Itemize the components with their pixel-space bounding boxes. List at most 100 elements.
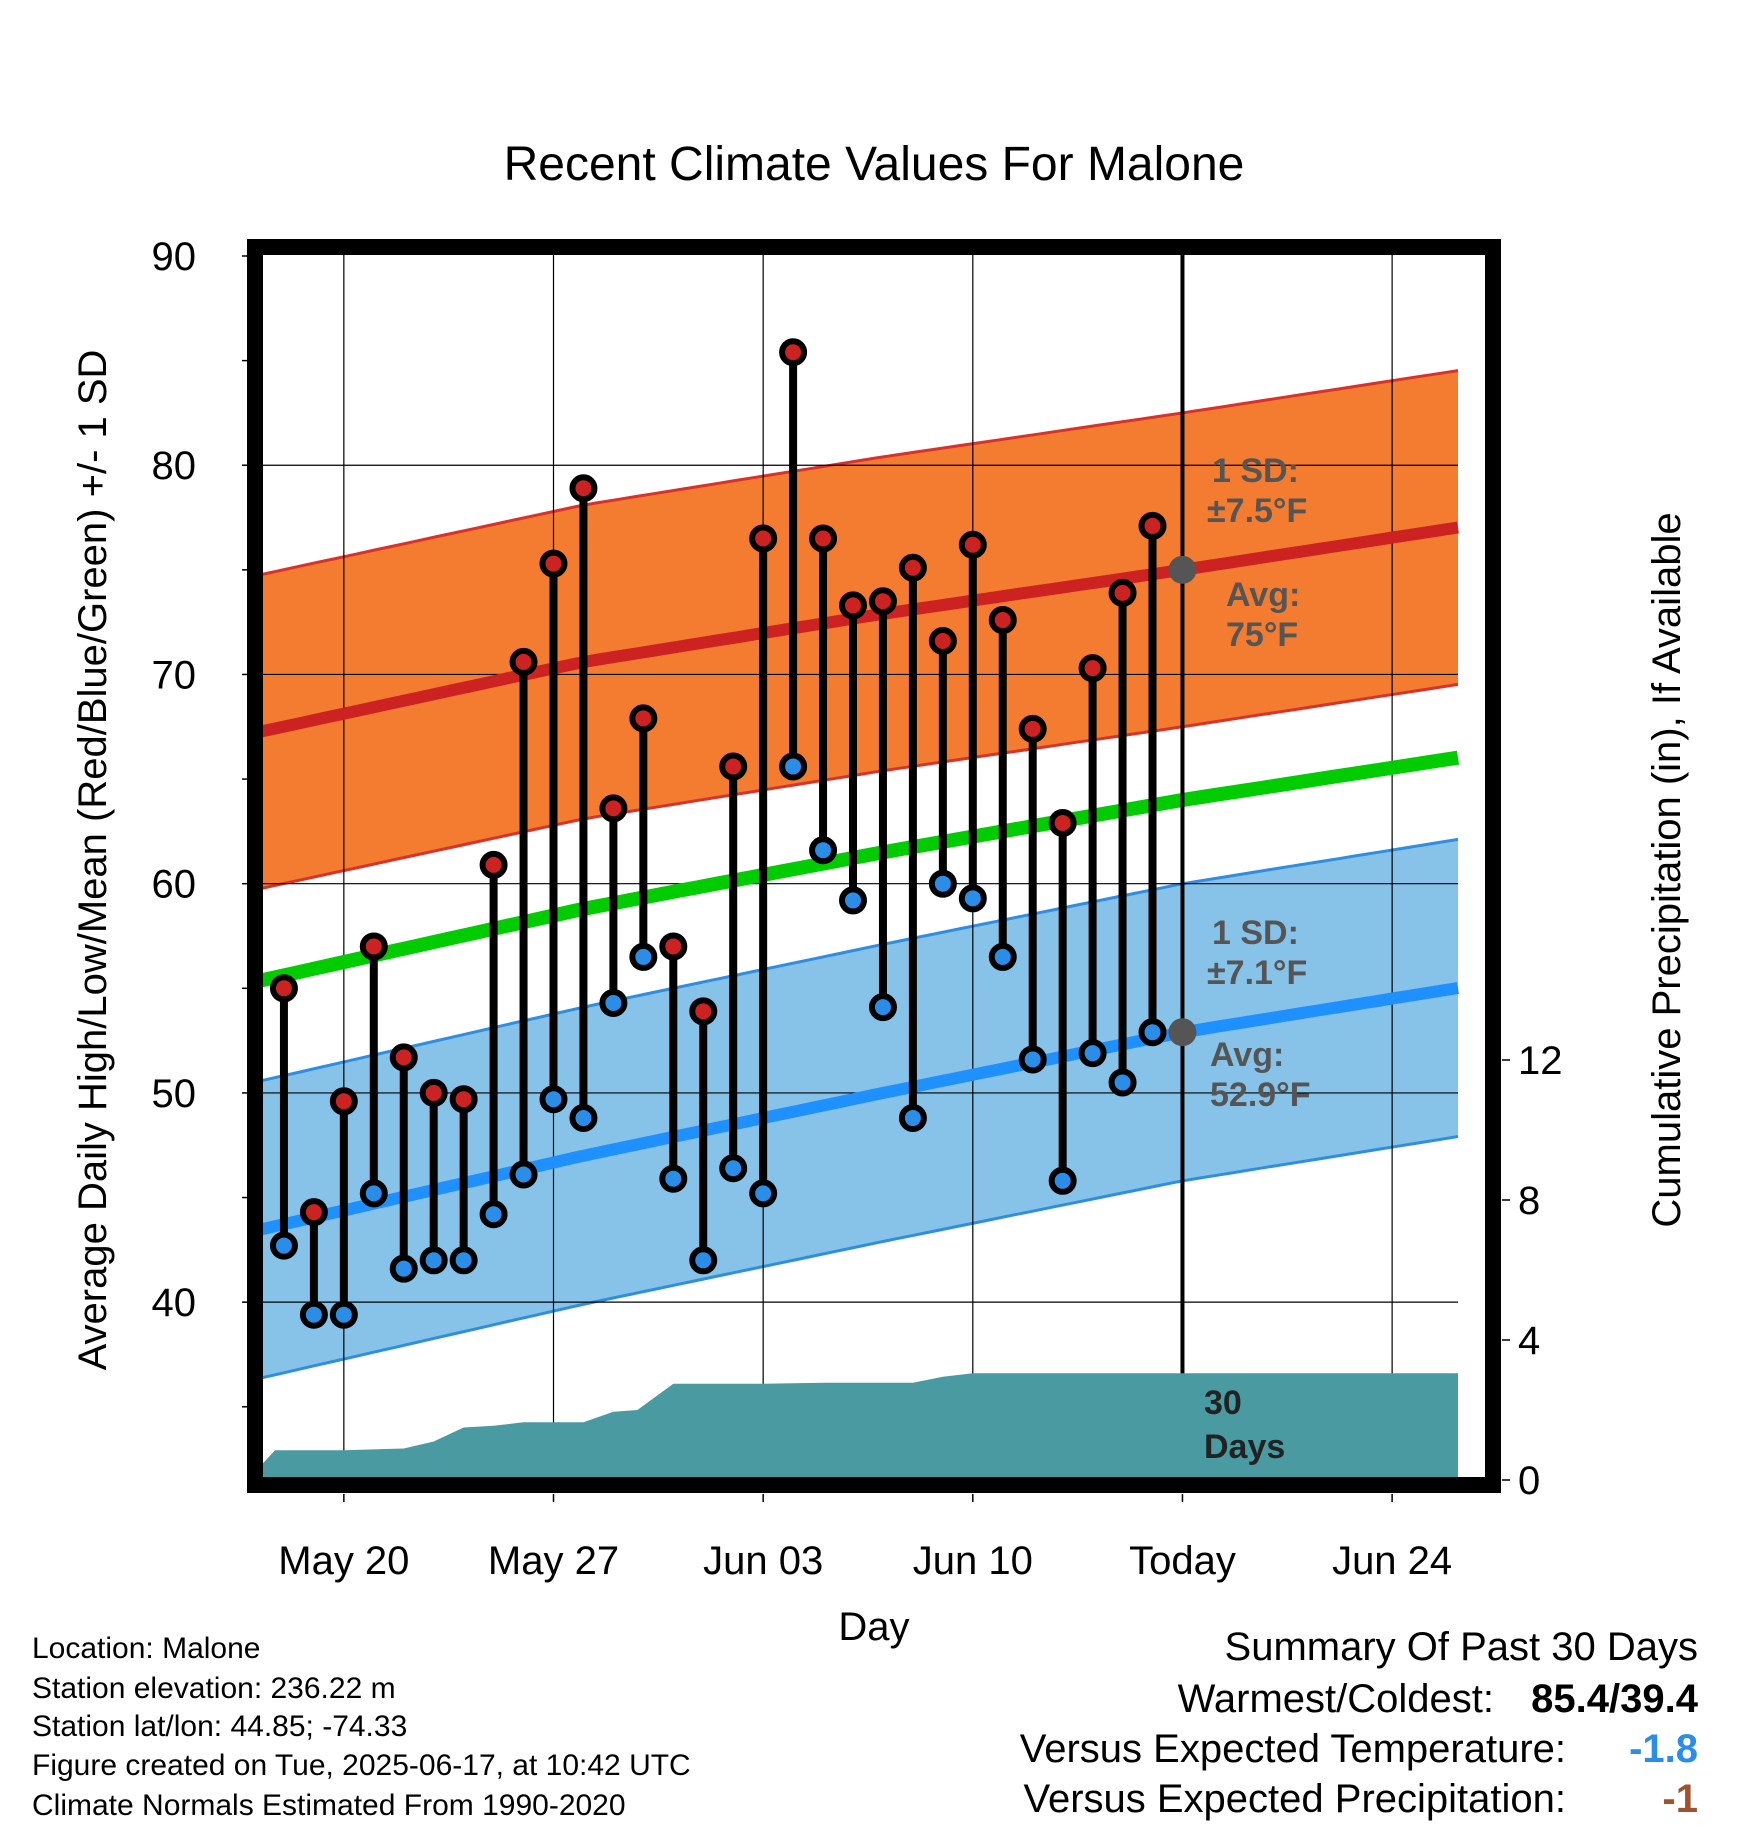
daily-high-point xyxy=(509,647,538,676)
daily-high-point xyxy=(1138,511,1167,540)
summary-temp-label: Versus Expected Temperature: xyxy=(1020,1727,1566,1771)
daily-low-point xyxy=(719,1154,748,1183)
y-tick-label: 50 xyxy=(152,1072,197,1116)
summary-warmest-value: 85.4/39.4 xyxy=(1531,1677,1699,1721)
daily-high-point xyxy=(779,338,808,367)
daily-high-point xyxy=(419,1078,448,1107)
daily-low-point xyxy=(419,1246,448,1275)
today-normal-low-point xyxy=(1168,1018,1197,1047)
footer-created: Figure created on Tue, 2025-06-17, at 10… xyxy=(32,1749,691,1782)
daily-high-point xyxy=(958,530,987,559)
daily-high-point xyxy=(1108,578,1137,607)
daily-high-point xyxy=(749,524,778,553)
y-axis-label: Average Daily High/Low/Mean (Red/Blue/Gr… xyxy=(71,350,115,1371)
window-days-label: Days xyxy=(1204,1428,1285,1466)
daily-low-point xyxy=(389,1254,418,1283)
high-sd-label: 1 SD: xyxy=(1212,452,1299,490)
daily-high-point xyxy=(659,932,688,961)
low-sd-label: 1 SD: xyxy=(1212,914,1299,952)
daily-low-point xyxy=(1108,1068,1137,1097)
x-tick-label: Jun 03 xyxy=(703,1539,823,1583)
y2-tick-label: 8 xyxy=(1518,1179,1540,1223)
today-normal-high-point xyxy=(1168,555,1197,584)
low-sd-band xyxy=(255,839,1458,1380)
y-tick-label: 90 xyxy=(152,235,197,279)
high-sd-value: ±7.5°F xyxy=(1207,492,1307,530)
daily-low-point xyxy=(779,752,808,781)
daily-high-point xyxy=(839,591,868,620)
cumulative-precip-area xyxy=(254,1373,1458,1480)
high-avg-value: 75°F xyxy=(1226,616,1298,654)
x-tick-label: Today xyxy=(1129,1539,1236,1583)
low-avg-value: 52.9°F xyxy=(1210,1076,1311,1114)
low-annotations: 1 SD: ±7.1°F Avg: 52.9°F xyxy=(1207,914,1311,1114)
daily-low-point xyxy=(1018,1045,1047,1074)
daily-low-point xyxy=(569,1104,598,1133)
chart-title: Recent Climate Values For Malone xyxy=(504,138,1245,191)
summary-panel: Summary Of Past 30 Days Warmest/Coldest:… xyxy=(1020,1625,1699,1821)
daily-high-point xyxy=(389,1043,418,1072)
daily-low-point xyxy=(689,1246,718,1275)
high-annotations: 1 SD: ±7.5°F Avg: 75°F xyxy=(1207,452,1307,654)
precip-layer xyxy=(254,1373,1458,1480)
x-tick-label: Jun 10 xyxy=(913,1539,1033,1583)
daily-high-point xyxy=(868,587,897,616)
low-sd-value: ±7.1°F xyxy=(1207,954,1307,992)
daily-low-point xyxy=(1078,1039,1107,1068)
daily-low-point xyxy=(988,942,1017,971)
daily-low-point xyxy=(299,1300,328,1329)
daily-high-point xyxy=(329,1087,358,1116)
daily-low-point xyxy=(479,1200,508,1229)
low-avg-label: Avg: xyxy=(1210,1036,1284,1074)
daily-high-point xyxy=(569,474,598,503)
daily-low-point xyxy=(629,942,658,971)
daily-high-point xyxy=(1048,809,1077,838)
daily-high-point xyxy=(1018,714,1047,743)
daily-low-point xyxy=(958,884,987,913)
daily-low-point xyxy=(539,1085,568,1114)
x-tick-label: Jun 24 xyxy=(1332,1539,1452,1583)
daily-low-point xyxy=(1138,1018,1167,1047)
daily-high-point xyxy=(898,553,927,582)
daily-low-point xyxy=(599,988,628,1017)
low-sd-upper-edge xyxy=(254,837,1459,1084)
daily-high-point xyxy=(299,1198,328,1227)
summary-precip-value: -1 xyxy=(1662,1777,1698,1821)
daily-low-point xyxy=(359,1179,388,1208)
daily-low-point xyxy=(839,886,868,915)
footer-location: Location: Malone xyxy=(32,1632,261,1665)
y-tick-label: 60 xyxy=(152,863,197,907)
x-tick-label: May 20 xyxy=(278,1539,409,1583)
axes-layer: 40 50 60 70 80 90 0 4 8 12 May 20 May 27 Jun 03 Jun 1… xyxy=(152,235,1563,1583)
daily-low-point xyxy=(749,1179,778,1208)
footer-elevation: Station elevation: 236.22 m xyxy=(32,1672,396,1705)
y-tick-label: 40 xyxy=(152,1281,197,1325)
x-tick-label: May 27 xyxy=(488,1539,619,1583)
daily-high-point xyxy=(539,549,568,578)
daily-low-point xyxy=(269,1231,298,1260)
plot-layer: 40 50 60 70 80 90 0 4 8 12 May 20 May 27 Jun 03 Jun 1… xyxy=(152,235,1563,1583)
daily-high-point xyxy=(928,626,957,655)
summary-title: Summary Of Past 30 Days xyxy=(1225,1625,1698,1669)
daily-low-point xyxy=(809,836,838,865)
daily-low-point xyxy=(1048,1166,1077,1195)
daily-high-point xyxy=(629,704,658,733)
summary-precip-label: Versus Expected Precipitation: xyxy=(1023,1777,1566,1821)
daily-high-point xyxy=(359,932,388,961)
daily-low-point xyxy=(868,993,897,1022)
high-sd-upper-edge xyxy=(254,369,1459,578)
daily-low-point xyxy=(928,869,957,898)
daily-low-point xyxy=(898,1104,927,1133)
daily-low-point xyxy=(659,1164,688,1193)
daily-low-point xyxy=(329,1300,358,1329)
summary-warmest-label: Warmest/Coldest: xyxy=(1178,1677,1494,1721)
daily-high-point xyxy=(479,850,508,879)
daily-high-point xyxy=(689,997,718,1026)
daily-high-point xyxy=(1078,654,1107,683)
daily-high-point xyxy=(599,794,628,823)
footer-latlon: Station lat/lon: 44.85; -74.33 xyxy=(32,1710,407,1743)
daily-high-point xyxy=(269,974,298,1003)
footer-normals: Climate Normals Estimated From 1990-2020 xyxy=(32,1789,626,1822)
y2-tick-label: 4 xyxy=(1518,1319,1540,1363)
normal-low-line xyxy=(253,982,1459,1237)
